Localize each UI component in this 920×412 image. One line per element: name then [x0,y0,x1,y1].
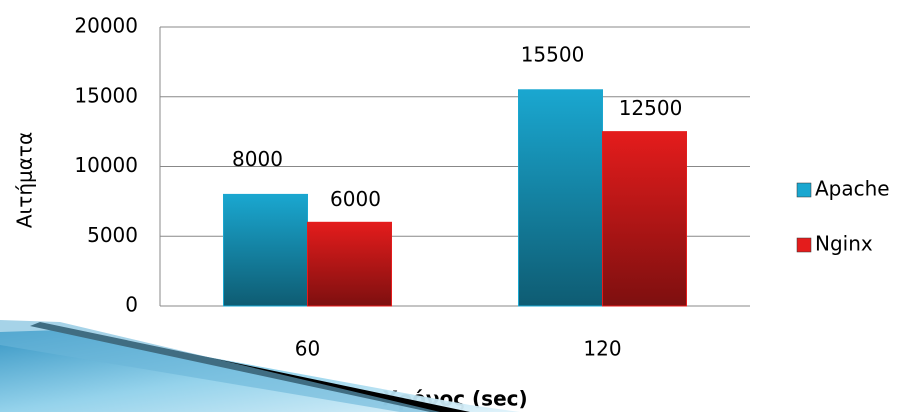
bar [602,131,687,307]
y-tick-label: 5000 [87,223,138,247]
value-label: 15500 [521,42,585,66]
y-tick-label: 20000 [74,14,138,38]
x-tick-label: 60 [295,337,320,361]
value-label: 6000 [330,187,381,211]
y-tick-label: 0 [125,293,138,317]
y-axis-label: Αιτήματα [13,132,37,228]
bar [518,89,603,307]
decoration [0,320,520,412]
value-label: 12500 [619,96,683,120]
legend-swatch [796,182,812,198]
bar [307,221,392,307]
y-tick-label: 15000 [74,83,138,107]
y-tick-label: 10000 [74,153,138,177]
bar [223,193,308,307]
value-label: 8000 [232,147,283,171]
x-tick-label: 120 [583,337,621,361]
legend-swatch [796,237,812,253]
legend-label: Apache [815,177,890,201]
legend-label: Nginx [815,232,873,256]
